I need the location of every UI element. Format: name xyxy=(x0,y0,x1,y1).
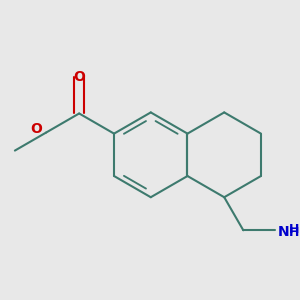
Text: H: H xyxy=(289,226,299,239)
Text: O: O xyxy=(30,122,42,136)
Text: O: O xyxy=(73,70,85,84)
Text: N: N xyxy=(278,225,290,239)
Text: H: H xyxy=(289,223,299,236)
